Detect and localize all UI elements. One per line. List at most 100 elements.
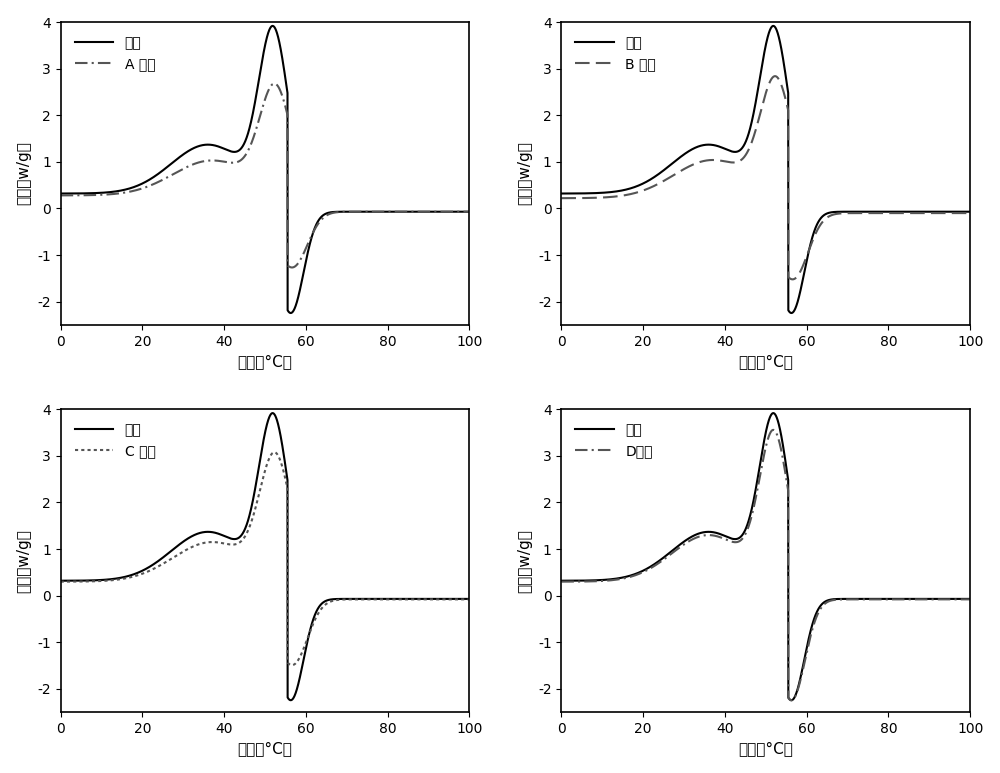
Line: 石蜡: 石蜡 (61, 413, 469, 700)
Legend: 石蜡, C 纱线: 石蜡, C 纱线 (68, 417, 162, 465)
石蜡 (767, 22, 779, 31)
A 纱线 (268, 79, 280, 88)
石蜡 (956, 594, 968, 604)
A 纱线 (456, 207, 468, 216)
X-axis label: 温度（°C）: 温度（°C） (238, 354, 293, 369)
石蜡 (712, 141, 724, 151)
Line: 石蜡: 石蜡 (61, 26, 469, 313)
石蜡 (785, 696, 797, 705)
石蜡 (101, 575, 113, 584)
D纱线 (767, 425, 779, 434)
Y-axis label: 热流（w/g）: 热流（w/g） (17, 529, 32, 593)
石蜡 (730, 534, 742, 543)
Line: B 纱线: B 纱线 (561, 77, 970, 279)
D纱线 (555, 577, 567, 586)
C 纱线 (412, 594, 424, 604)
A 纱线 (55, 191, 67, 200)
B 纱线 (626, 189, 638, 199)
C 纱线 (101, 576, 113, 585)
石蜡 (912, 594, 924, 604)
Legend: 石蜡, A 纱线: 石蜡, A 纱线 (68, 29, 162, 78)
石蜡 (767, 408, 779, 417)
B 纱线 (956, 209, 968, 218)
C 纱线 (55, 577, 67, 586)
D纱线 (956, 594, 968, 604)
B 纱线 (730, 158, 742, 167)
B 纱线 (712, 155, 724, 165)
Y-axis label: 热流（w/g）: 热流（w/g） (517, 141, 532, 206)
B 纱线 (912, 209, 924, 218)
Line: A 纱线: A 纱线 (61, 83, 469, 267)
石蜡 (285, 696, 297, 705)
D纱线 (785, 696, 797, 705)
石蜡 (956, 207, 968, 216)
Line: C 纱线: C 纱线 (61, 452, 469, 665)
A 纱线 (101, 190, 113, 199)
石蜡 (785, 308, 797, 318)
Line: 石蜡: 石蜡 (561, 413, 970, 700)
石蜡 (555, 189, 567, 198)
石蜡 (730, 147, 742, 156)
石蜡 (602, 188, 614, 197)
石蜡 (463, 594, 475, 604)
B 纱线 (769, 72, 781, 81)
Y-axis label: 热流（w/g）: 热流（w/g） (517, 529, 532, 593)
石蜡 (211, 529, 223, 538)
D纱线 (730, 537, 742, 547)
石蜡 (229, 147, 241, 156)
石蜡 (126, 183, 138, 192)
石蜡 (55, 576, 67, 585)
C 纱线 (229, 540, 241, 549)
D纱线 (626, 571, 638, 581)
A 纱线 (463, 207, 475, 216)
A 纱线 (211, 156, 223, 165)
石蜡 (964, 594, 976, 604)
B 纱线 (555, 193, 567, 203)
石蜡 (412, 207, 424, 216)
C 纱线 (463, 594, 475, 604)
石蜡 (229, 534, 241, 543)
石蜡 (412, 594, 424, 604)
Legend: 石蜡, D纱线: 石蜡, D纱线 (568, 417, 660, 465)
A 纱线 (126, 186, 138, 196)
石蜡 (456, 207, 468, 216)
X-axis label: 温度（°C）: 温度（°C） (738, 741, 793, 756)
Legend: 石蜡, B 纱线: 石蜡, B 纱线 (568, 29, 663, 78)
石蜡 (126, 570, 138, 580)
石蜡 (267, 408, 279, 417)
D纱线 (964, 594, 976, 604)
石蜡 (55, 189, 67, 198)
石蜡 (555, 576, 567, 585)
D纱线 (602, 576, 614, 585)
石蜡 (211, 141, 223, 151)
Y-axis label: 热流（w/g）: 热流（w/g） (17, 141, 32, 206)
石蜡 (602, 575, 614, 584)
石蜡 (626, 570, 638, 580)
C 纱线 (126, 572, 138, 581)
Line: D纱线: D纱线 (561, 430, 970, 700)
C 纱线 (268, 448, 280, 457)
石蜡 (463, 207, 475, 216)
石蜡 (267, 22, 279, 31)
石蜡 (626, 183, 638, 192)
C 纱线 (456, 594, 468, 604)
石蜡 (912, 207, 924, 216)
D纱线 (712, 532, 724, 541)
B 纱线 (787, 274, 799, 284)
A 纱线 (412, 207, 424, 216)
B 纱线 (602, 192, 614, 202)
X-axis label: 温度（°C）: 温度（°C） (238, 741, 293, 756)
D纱线 (912, 594, 924, 604)
C 纱线 (286, 660, 298, 669)
A 纱线 (229, 158, 241, 167)
X-axis label: 温度（°C）: 温度（°C） (738, 354, 793, 369)
石蜡 (285, 308, 297, 318)
B 纱线 (964, 209, 976, 218)
石蜡 (456, 594, 468, 604)
石蜡 (101, 188, 113, 197)
C 纱线 (211, 538, 223, 547)
A 纱线 (286, 263, 298, 272)
Line: 石蜡: 石蜡 (561, 26, 970, 313)
石蜡 (964, 207, 976, 216)
石蜡 (712, 529, 724, 538)
